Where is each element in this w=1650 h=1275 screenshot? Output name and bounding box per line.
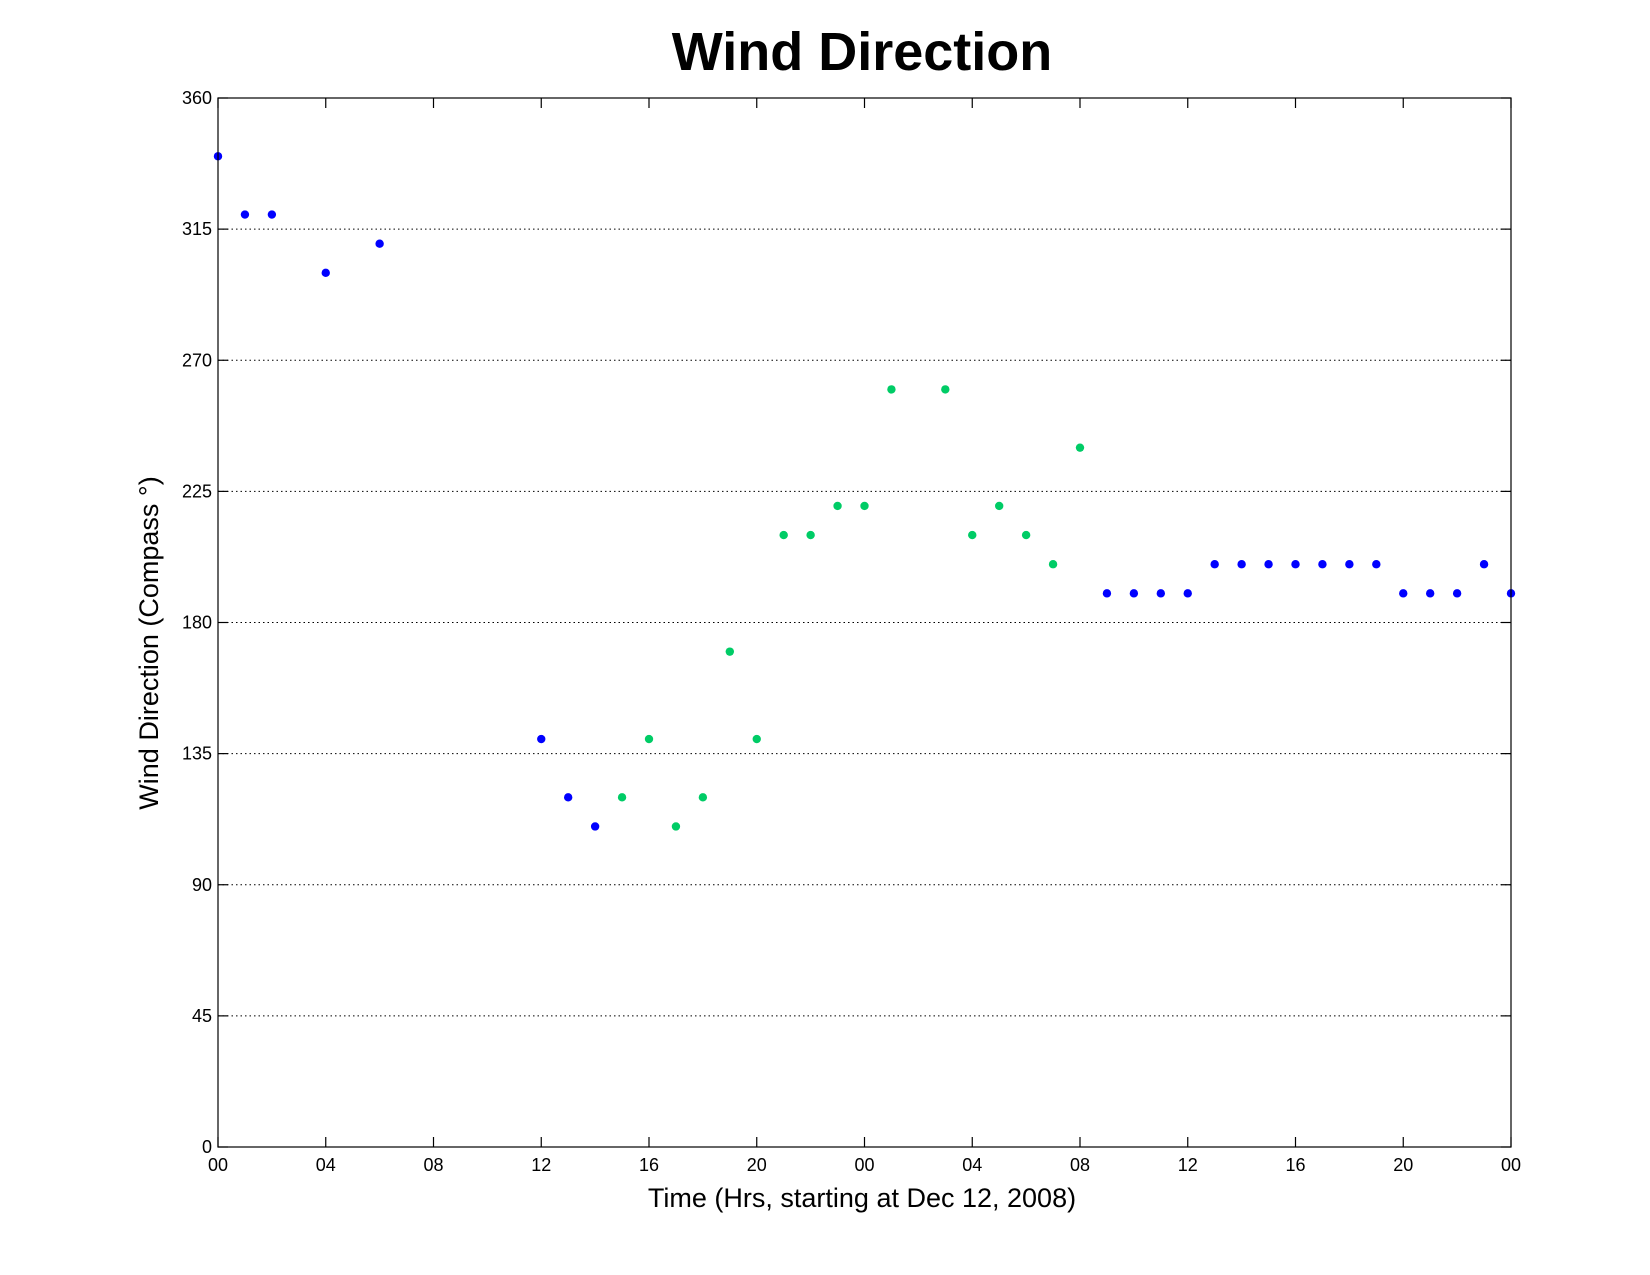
data-point bbox=[375, 239, 384, 248]
x-axis-label: Time (Hrs, starting at Dec 12, 2008) bbox=[648, 1183, 1076, 1213]
data-point bbox=[1318, 560, 1327, 569]
data-point bbox=[590, 822, 600, 831]
axis-ticks: 0 45 90 135 180 225 270 315 360 00 04 08 12 16 20 00 04 0… bbox=[182, 88, 1521, 1175]
data-point bbox=[1479, 560, 1489, 569]
data-point bbox=[1372, 560, 1381, 569]
data-point bbox=[779, 530, 788, 540]
data-point bbox=[1425, 589, 1435, 598]
data-point bbox=[644, 734, 654, 744]
data-point bbox=[1075, 443, 1085, 452]
data-point bbox=[1129, 589, 1139, 598]
data-point bbox=[617, 793, 627, 802]
data-point bbox=[941, 385, 950, 394]
data-points bbox=[213, 152, 1516, 831]
plot-frame bbox=[217, 97, 1512, 1148]
y-tick-label: 270 bbox=[182, 350, 212, 370]
data-point bbox=[267, 210, 277, 219]
x-tick-label: 04 bbox=[962, 1155, 982, 1175]
x-tick-label: 08 bbox=[423, 1155, 443, 1175]
y-tick-label: 45 bbox=[192, 1006, 212, 1026]
data-point bbox=[1048, 560, 1058, 569]
x-tick-label: 16 bbox=[1285, 1155, 1305, 1175]
x-tick-label: 20 bbox=[1393, 1155, 1413, 1175]
data-point bbox=[994, 501, 1004, 511]
x-tick-label: 16 bbox=[639, 1155, 659, 1175]
data-point bbox=[1345, 560, 1354, 569]
y-tick-label: 90 bbox=[192, 875, 212, 895]
data-point bbox=[1291, 560, 1300, 569]
data-point bbox=[240, 210, 250, 219]
x-tick-label: 12 bbox=[531, 1155, 551, 1175]
data-point bbox=[671, 822, 681, 831]
x-tick-label: 00 bbox=[1501, 1155, 1521, 1175]
data-point bbox=[563, 793, 573, 802]
y-tick-label: 180 bbox=[182, 613, 212, 633]
x-tick-label: 04 bbox=[316, 1155, 336, 1175]
x-tick-label: 00 bbox=[854, 1155, 874, 1175]
y-tick-label: 225 bbox=[182, 481, 212, 501]
y-tick-label: 135 bbox=[182, 744, 212, 764]
data-point bbox=[887, 385, 896, 394]
data-point bbox=[1021, 530, 1031, 540]
data-point bbox=[833, 501, 842, 511]
x-tick-label: 12 bbox=[1178, 1155, 1198, 1175]
chart-title: Wind Direction bbox=[672, 22, 1053, 82]
y-axis-label: Wind Direction (Compass °) bbox=[134, 476, 164, 809]
data-point bbox=[321, 268, 330, 278]
data-point bbox=[1264, 560, 1273, 569]
data-point bbox=[1452, 589, 1462, 598]
y-tick-label: 0 bbox=[202, 1137, 212, 1157]
data-point bbox=[1237, 560, 1246, 569]
data-point bbox=[1210, 560, 1219, 569]
data-point bbox=[698, 793, 708, 802]
y-tick-label: 360 bbox=[182, 88, 212, 108]
data-point bbox=[1399, 589, 1408, 598]
y-tick-label: 315 bbox=[182, 219, 212, 239]
data-point bbox=[1183, 589, 1192, 598]
data-point bbox=[725, 647, 735, 656]
data-point bbox=[860, 501, 869, 511]
data-point bbox=[752, 734, 761, 744]
data-point bbox=[806, 530, 815, 540]
data-point bbox=[1102, 589, 1112, 598]
x-tick-label: 00 bbox=[208, 1155, 228, 1175]
data-point bbox=[968, 530, 977, 540]
x-tick-label: 08 bbox=[1070, 1155, 1090, 1175]
data-point bbox=[537, 734, 546, 744]
data-point bbox=[1156, 589, 1166, 598]
x-tick-label: 20 bbox=[747, 1155, 767, 1175]
